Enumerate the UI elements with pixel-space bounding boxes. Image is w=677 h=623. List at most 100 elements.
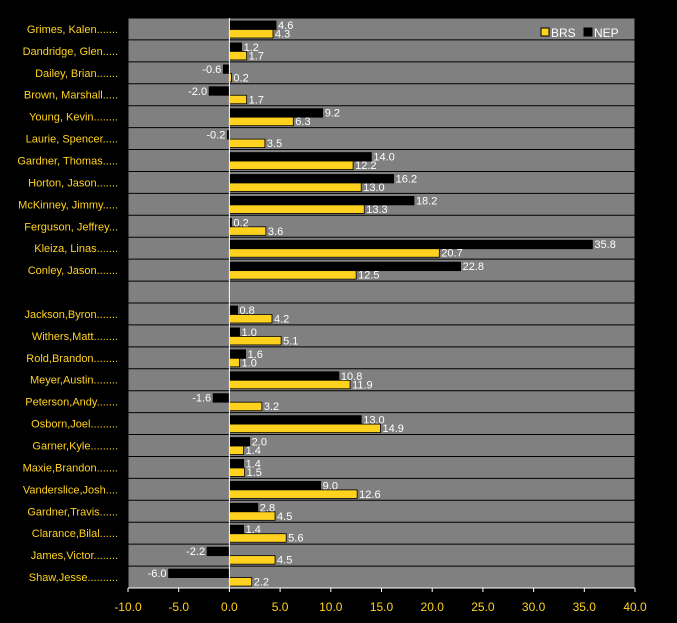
bar-brs: [228, 379, 351, 390]
value-label-nep: 1.6: [248, 349, 263, 361]
bar-brs: [228, 182, 362, 192]
value-label-nep: 9.2: [325, 108, 340, 120]
value-label-brs: 5.1: [283, 335, 298, 347]
value-label-brs: 4.5: [277, 511, 292, 523]
value-label-brs: 0.2: [233, 72, 248, 84]
x-tick-label: -5.0: [168, 600, 189, 614]
bar-brs: [228, 94, 248, 105]
x-tick-label: 20.0: [421, 600, 445, 614]
category-label: Shaw,Jesse..........: [29, 572, 118, 584]
category-label: Peterson,Andy.......: [25, 397, 118, 409]
value-label-nep: 1.4: [246, 458, 261, 470]
value-label-nep: 14.0: [373, 152, 394, 164]
bar-brs: [228, 401, 263, 412]
bar-brs: [228, 489, 358, 499]
category-label: Rold,Brandon........: [26, 353, 118, 365]
bars: [168, 20, 593, 587]
x-tick-label: 0.0: [221, 600, 238, 614]
category-label: James,Victor........: [31, 550, 118, 562]
bar-nep: [228, 152, 372, 162]
value-label-brs: 1.7: [249, 50, 264, 62]
category-label: Ferguson, Jeffrey...: [24, 221, 118, 233]
bar-brs: [228, 138, 266, 149]
value-label-nep: 9.0: [323, 480, 338, 492]
bar-brs: [228, 467, 246, 477]
category-label: Withers,Matt........: [32, 331, 118, 343]
value-label-brs: 2.2: [254, 577, 269, 589]
bar-nep: [228, 502, 259, 513]
bar-nep: [228, 327, 240, 337]
bar-nep: [228, 415, 362, 425]
value-label-nep: 1.2: [244, 42, 259, 54]
bar-nep: [228, 371, 340, 381]
value-label-brs: 20.7: [441, 248, 462, 260]
bar-nep: [206, 546, 230, 557]
x-tick-label: 10.0: [319, 600, 343, 614]
bar-brs: [228, 270, 357, 280]
value-label-brs: 14.9: [382, 423, 403, 435]
legend-label-brs: BRS: [551, 26, 576, 40]
value-label-nep: 2.8: [260, 502, 275, 514]
category-label: Clarance,Bilal......: [32, 528, 118, 540]
value-label-brs: 1.4: [246, 445, 261, 457]
category-label: Conley, Jason.......: [28, 265, 118, 277]
value-label-nep: -1.6: [192, 393, 211, 405]
value-label-nep: 16.2: [396, 173, 417, 185]
x-tick-label: 40.0: [623, 600, 647, 614]
value-label-nep: 13.0: [363, 415, 384, 427]
category-label: Garner,Kyle.........: [32, 441, 118, 453]
bar-brs: [228, 116, 294, 127]
value-label-nep: 1.0: [242, 327, 257, 339]
category-label: Young, Kevin........: [29, 112, 118, 124]
x-tick-label: 25.0: [471, 600, 495, 614]
legend-label-nep: NEP: [594, 26, 619, 40]
category-label: Kleiza, Linas.......: [34, 243, 118, 255]
value-label-brs: 4.3: [275, 29, 290, 41]
value-label-nep: 2.0: [252, 437, 267, 449]
legend: BRS NEP: [540, 26, 619, 40]
value-label-nep: -0.2: [206, 130, 225, 142]
value-label-brs: 3.2: [264, 401, 279, 413]
bar-brs: [228, 248, 440, 258]
value-label-brs: 12.5: [358, 270, 379, 282]
bar-nep: [228, 459, 244, 469]
bar-nep: [208, 86, 230, 96]
category-label: Dandridge, Glen.....: [23, 46, 118, 58]
value-label-nep: 35.8: [594, 239, 615, 251]
bar-nep: [222, 64, 230, 74]
bar-brs: [228, 357, 240, 368]
bar-nep: [228, 524, 244, 535]
category-label: Dailey, Brian.......: [35, 68, 118, 80]
category-label: McKinney, Jimmy.....: [18, 199, 118, 211]
category-label: Jackson,Byron.......: [24, 309, 118, 321]
category-label: Meyer,Austin........: [30, 375, 118, 387]
bar-brs: [228, 29, 274, 39]
value-label-brs: 1.5: [247, 467, 262, 479]
x-tick-label: 30.0: [522, 600, 546, 614]
x-tick-label: 15.0: [370, 600, 394, 614]
value-labels: 4.64.31.21.7-0.60.2-2.01.79.26.3-0.23.51…: [148, 20, 616, 589]
value-label-nep: 4.6: [278, 20, 293, 32]
value-label-nep: 0.8: [240, 305, 255, 317]
bar-nep: [228, 305, 238, 315]
bar-nep: [228, 480, 322, 491]
bar-brs: [228, 577, 253, 587]
legend-swatch-brs: [540, 27, 550, 37]
value-label-brs: 6.3: [295, 116, 310, 128]
category-labels: Grimes, Kalen....... Dandridge, Glen.....…: [17, 24, 118, 584]
x-axis: -10.0 -5.0 0.0 5.0 10.0 15.0 20.0 25.0 30.0 35.0 4…: [114, 587, 647, 614]
bar-brs: [228, 445, 244, 455]
x-tick-label: -10.0: [114, 600, 142, 614]
category-label: Gardner,Travis......: [27, 506, 118, 518]
category-label: Brown, Marshall.....: [24, 90, 118, 102]
bar-brs: [228, 204, 365, 214]
value-label-brs: 1.7: [249, 94, 264, 106]
bar-nep: [228, 261, 461, 272]
category-label: Vanderslice,Josh....: [23, 484, 118, 496]
category-label: Osborn,Joel.........: [31, 419, 118, 431]
legend-swatch-nep: [583, 27, 593, 37]
value-label-nep: 18.2: [416, 195, 437, 207]
bar-nep: [228, 42, 242, 52]
value-label-brs: 5.6: [288, 533, 303, 545]
bar-brs: [228, 423, 381, 434]
